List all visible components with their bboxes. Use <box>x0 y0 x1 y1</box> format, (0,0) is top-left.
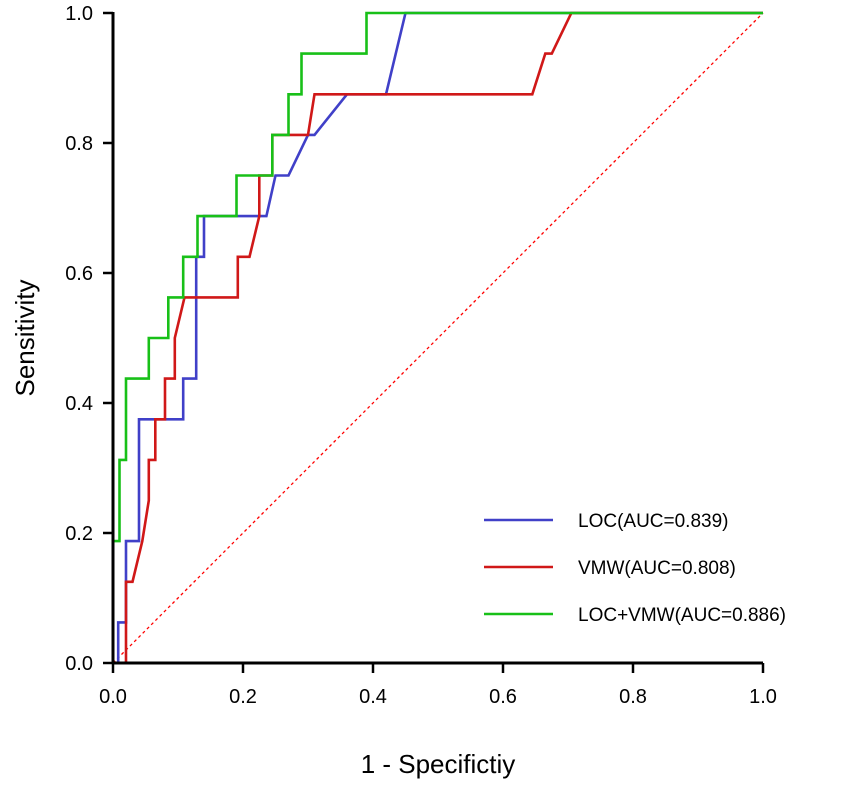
x-tick-label: 0.8 <box>619 686 647 708</box>
x-tick-label: 0.6 <box>489 686 517 708</box>
y-tick-label: 1.0 <box>65 3 93 25</box>
x-tick-label: 0.4 <box>359 686 387 708</box>
y-tick-label: 0.6 <box>65 263 93 285</box>
axes <box>111 12 763 665</box>
y-tick-label: 0.8 <box>65 133 93 155</box>
legend-label-0: LOC(AUC=0.839) <box>578 511 728 532</box>
series-line-1 <box>113 11 763 665</box>
plot-area <box>111 11 764 665</box>
series-line-2 <box>111 11 763 663</box>
y-tick-label: 0.2 <box>65 523 93 545</box>
y-tick-label: 0.4 <box>65 393 93 415</box>
x-tick-label: 1.0 <box>749 686 777 708</box>
x-axis-title: 1 - Specifictiy <box>361 749 516 779</box>
x-tick-label: 0.0 <box>99 686 127 708</box>
legend-label-1: VMW(AUC=0.808) <box>578 558 736 579</box>
legend: LOC(AUC=0.839) VMW(AUC=0.808) LOC+VMW(AUC=… <box>484 511 786 626</box>
y-axis-title: Sensitivity <box>10 279 40 396</box>
ticks: 0.0 0.2 0.4 0.6 0.8 1.0 0.0 0.2 0.4 0.6 0.8 1.0 <box>65 3 777 708</box>
x-tick-label: 0.2 <box>229 686 257 708</box>
legend-label-2: LOC+VMW(AUC=0.886) <box>578 605 786 626</box>
y-tick-label: 0.0 <box>65 653 93 675</box>
